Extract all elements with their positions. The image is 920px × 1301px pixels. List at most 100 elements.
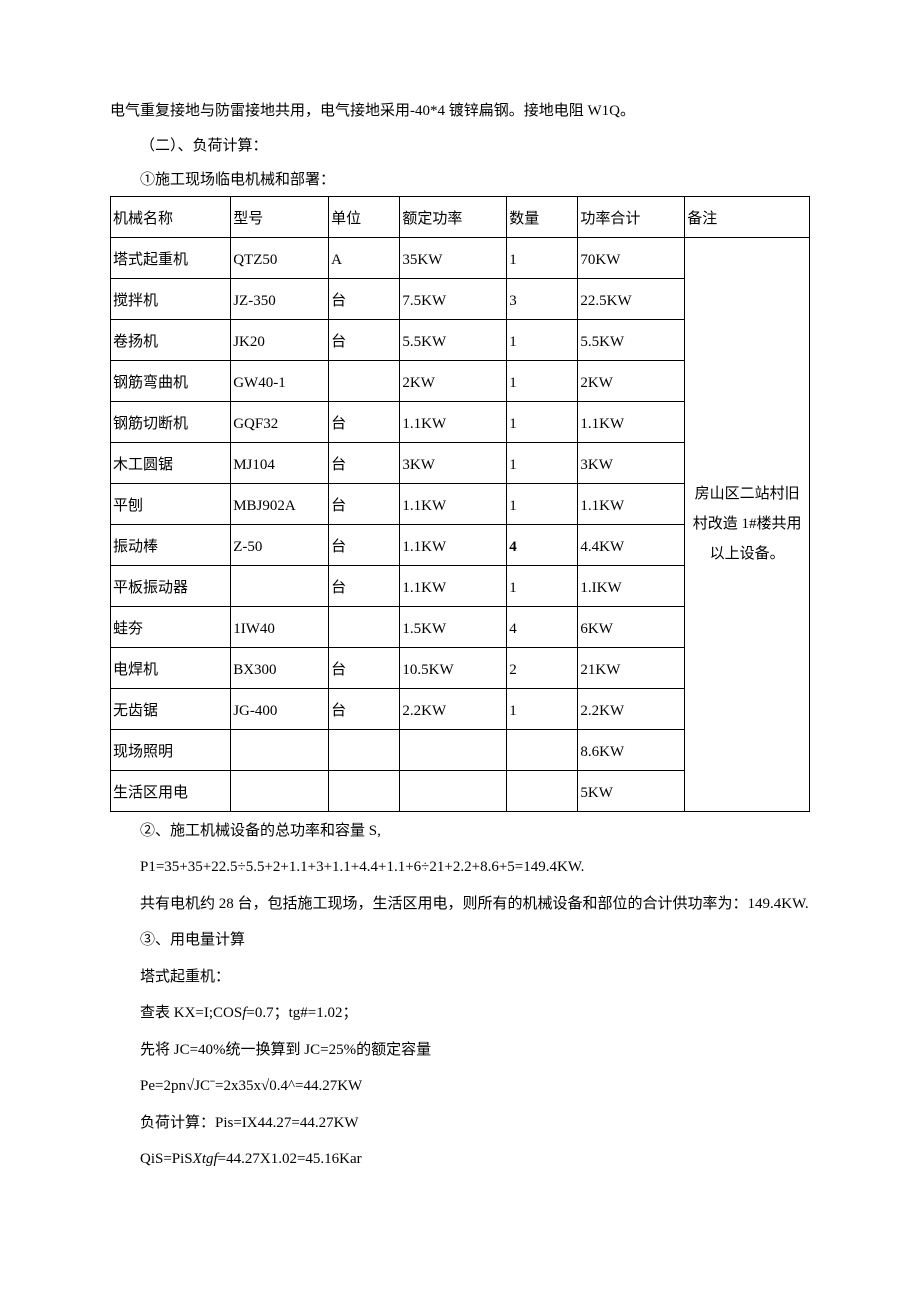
table-cell bbox=[329, 360, 400, 401]
table-cell: 1 bbox=[507, 237, 578, 278]
paragraph-lookup-table: 查表 KX=I;COSf=0.7；tg#=1.02； bbox=[110, 1002, 810, 1025]
table-cell: 平板振动器 bbox=[111, 565, 231, 606]
table-cell: 搅拌机 bbox=[111, 278, 231, 319]
text-fragment: =0.7；tg#=1.02； bbox=[246, 1005, 357, 1021]
table-cell: 1 bbox=[507, 483, 578, 524]
table-row: 塔式起重机QTZ50A35KW170KW房山区二站村旧村改造 1#楼共用以上设备… bbox=[111, 237, 810, 278]
table-cell: 35KW bbox=[400, 237, 507, 278]
text-fragment: QiS=PiS bbox=[140, 1151, 193, 1167]
table-cell: 2KW bbox=[578, 360, 685, 401]
table-cell: 1IW40 bbox=[231, 606, 329, 647]
text-fragment: 查表 KX=I;COS bbox=[140, 1005, 242, 1021]
table-cell: 7.5KW bbox=[400, 278, 507, 319]
text-fragment: =44.27X1.02=45.16Kar bbox=[218, 1151, 362, 1167]
table-cell: 3KW bbox=[400, 442, 507, 483]
table-cell: 1.1KW bbox=[400, 565, 507, 606]
paragraph-electricity-calc-title: ③、用电量计算 bbox=[110, 929, 810, 952]
table-cell: MBJ902A bbox=[231, 483, 329, 524]
table-remark-cell: 房山区二站村旧村改造 1#楼共用以上设备。 bbox=[685, 237, 810, 811]
table-cell: 台 bbox=[329, 647, 400, 688]
table-cell: 卷扬机 bbox=[111, 319, 231, 360]
table-cell: 5.5KW bbox=[578, 319, 685, 360]
table-cell: 1 bbox=[507, 360, 578, 401]
table-cell: 台 bbox=[329, 524, 400, 565]
table-cell bbox=[507, 729, 578, 770]
table-cell bbox=[329, 606, 400, 647]
table-cell: 台 bbox=[329, 483, 400, 524]
table-cell: 生活区用电 bbox=[111, 770, 231, 811]
table-cell: JZ-350 bbox=[231, 278, 329, 319]
table-header-cell: 机械名称 bbox=[111, 196, 231, 237]
table-cell: 平刨 bbox=[111, 483, 231, 524]
table-cell: 钢筋弯曲机 bbox=[111, 360, 231, 401]
table-cell: 10.5KW bbox=[400, 647, 507, 688]
table-cell: 台 bbox=[329, 401, 400, 442]
table-header-cell: 备注 bbox=[685, 196, 810, 237]
table-cell: 3KW bbox=[578, 442, 685, 483]
table-cell: 4.4KW bbox=[578, 524, 685, 565]
paragraph-tower-crane: 塔式起重机： bbox=[110, 966, 810, 989]
table-cell bbox=[329, 770, 400, 811]
paragraph-section-title: （二）、负荷计算： bbox=[110, 135, 810, 158]
table-cell: GW40-1 bbox=[231, 360, 329, 401]
table-header-cell: 额定功率 bbox=[400, 196, 507, 237]
table-cell: 1 bbox=[507, 688, 578, 729]
table-cell bbox=[231, 565, 329, 606]
table-cell bbox=[329, 729, 400, 770]
table-header-cell: 功率合计 bbox=[578, 196, 685, 237]
table-cell: 振动棒 bbox=[111, 524, 231, 565]
table-cell: JG-400 bbox=[231, 688, 329, 729]
table-cell: 8.6KW bbox=[578, 729, 685, 770]
table-cell: 6KW bbox=[578, 606, 685, 647]
table-cell: 70KW bbox=[578, 237, 685, 278]
table-cell: 22.5KW bbox=[578, 278, 685, 319]
table-cell: 2KW bbox=[400, 360, 507, 401]
table-cell: 台 bbox=[329, 688, 400, 729]
table-cell: 1.1KW bbox=[578, 401, 685, 442]
table-cell: 1.1KW bbox=[400, 524, 507, 565]
table-cell: 2 bbox=[507, 647, 578, 688]
table-cell: 2.2KW bbox=[400, 688, 507, 729]
table-cell: 1.1KW bbox=[578, 483, 685, 524]
table-cell: 1.5KW bbox=[400, 606, 507, 647]
equipment-table: 机械名称型号单位额定功率数量功率合计备注塔式起重机QTZ50A35KW170KW… bbox=[110, 196, 810, 812]
table-cell: 电焊机 bbox=[111, 647, 231, 688]
paragraph-p1-formula: P1=35+35+22.5÷5.5+2+1.1+3+1.1+4.4+1.1+6÷… bbox=[110, 856, 810, 879]
paragraph-load-calc: 负荷计算：Pis=IX44.27=44.27KW bbox=[110, 1112, 810, 1135]
table-cell bbox=[400, 770, 507, 811]
table-cell: 1 bbox=[507, 442, 578, 483]
table-cell bbox=[231, 729, 329, 770]
table-cell: 台 bbox=[329, 442, 400, 483]
table-header-cell: 型号 bbox=[231, 196, 329, 237]
table-cell: 台 bbox=[329, 319, 400, 360]
table-header-cell: 单位 bbox=[329, 196, 400, 237]
table-cell: A bbox=[329, 237, 400, 278]
paragraph-jc-conversion: 先将 JC=40%统一换算到 JC=25%的额定容量 bbox=[110, 1039, 810, 1062]
table-cell: 塔式起重机 bbox=[111, 237, 231, 278]
table-cell: 2.2KW bbox=[578, 688, 685, 729]
table-cell: 3 bbox=[507, 278, 578, 319]
table-cell: 5KW bbox=[578, 770, 685, 811]
paragraph-pe-formula: Pe=2pn√JCˉ=2x35x√0.4^=44.27KW bbox=[110, 1075, 810, 1098]
table-cell: 木工圆锯 bbox=[111, 442, 231, 483]
table-cell: 1.1KW bbox=[400, 401, 507, 442]
table-cell: 4 bbox=[507, 606, 578, 647]
paragraph-qis-formula: QiS=PiSXtgf=44.27X1.02=45.16Kar bbox=[110, 1148, 810, 1171]
table-header-cell: 数量 bbox=[507, 196, 578, 237]
table-cell: 1.IKW bbox=[578, 565, 685, 606]
table-cell: 台 bbox=[329, 565, 400, 606]
table-cell: 4 bbox=[507, 524, 578, 565]
table-cell: Z-50 bbox=[231, 524, 329, 565]
table-cell: 5.5KW bbox=[400, 319, 507, 360]
table-cell: 蛙夯 bbox=[111, 606, 231, 647]
paragraph-table-intro: ①施工现场临电机械和部署： bbox=[110, 169, 810, 192]
table-cell: 钢筋切断机 bbox=[111, 401, 231, 442]
table-cell: 1 bbox=[507, 319, 578, 360]
table-cell: QTZ50 bbox=[231, 237, 329, 278]
table-cell: 无齿锯 bbox=[111, 688, 231, 729]
table-cell: 现场照明 bbox=[111, 729, 231, 770]
table-cell: MJ104 bbox=[231, 442, 329, 483]
paragraph-total-power-intro: ②、施工机械设备的总功率和容量 S, bbox=[110, 820, 810, 843]
table-cell bbox=[507, 770, 578, 811]
table-cell: 台 bbox=[329, 278, 400, 319]
